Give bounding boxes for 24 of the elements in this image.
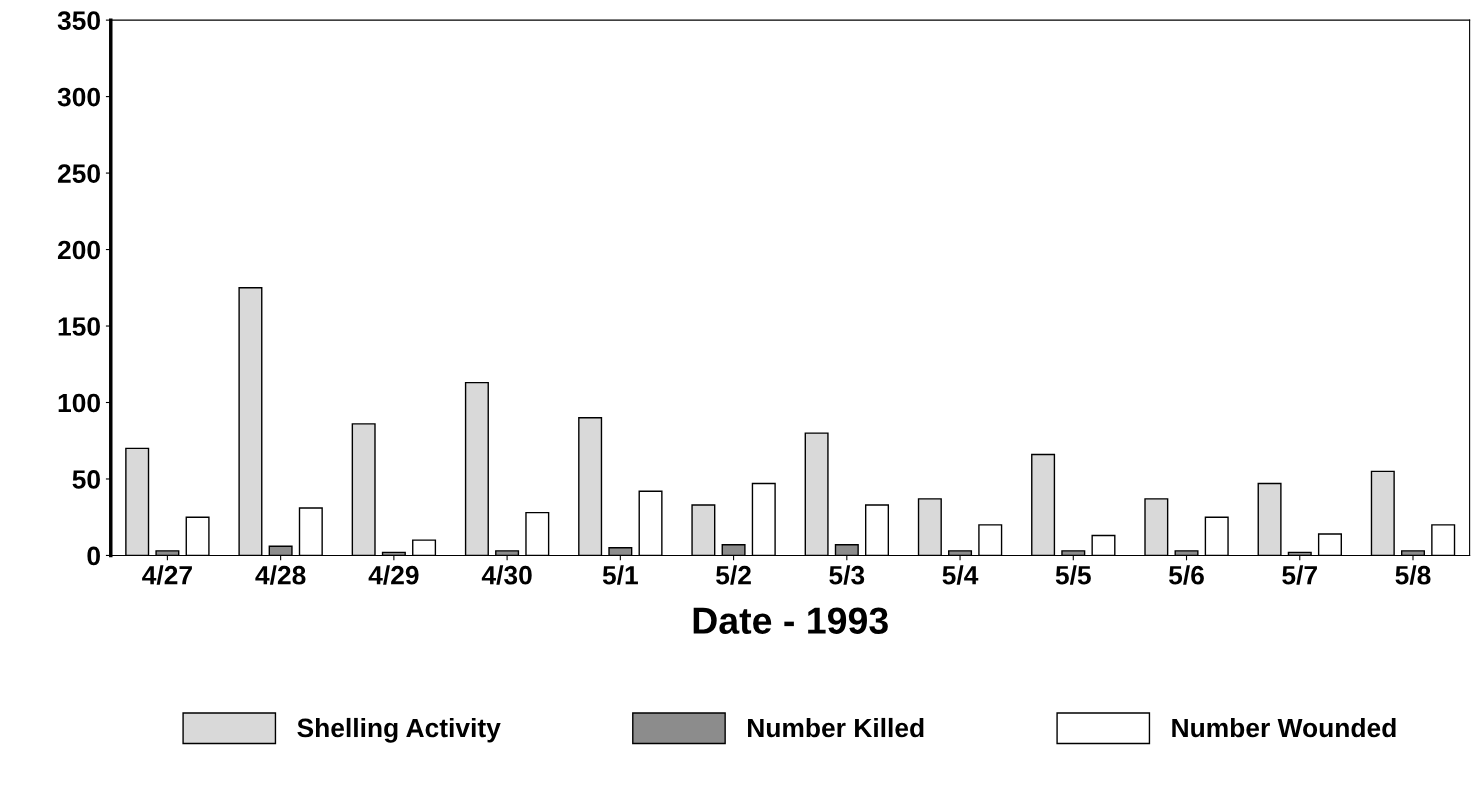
x-axis-title: Date - 1993 — [693, 607, 888, 635]
y-tick-label: 50 — [72, 470, 100, 489]
y-tick-label: 0 — [87, 546, 100, 566]
x-tick-label: 5/6 — [1169, 565, 1204, 585]
y-tick-label: 300 — [57, 87, 100, 107]
y-tick-label: 150 — [58, 317, 100, 336]
x-tick-label: 5/4 — [942, 565, 979, 585]
y-tick-label: 250 — [57, 164, 100, 183]
y-tick-label: 200 — [57, 240, 100, 260]
x-tick-label: 5/7 — [1282, 565, 1317, 585]
legend-label: Shelling Activity — [297, 717, 501, 743]
y-tick-label: 350 — [57, 11, 100, 30]
x-tick-label: 4/29 — [368, 565, 419, 585]
y-tick-label: 100 — [58, 393, 100, 413]
x-tick-label: 4/28 — [255, 565, 306, 585]
x-tick-label: 5/8 — [1395, 565, 1431, 585]
legend-label: Number Killed — [748, 717, 924, 738]
x-tick-label: 5/1 — [602, 565, 638, 585]
x-tick-label: 5/3 — [829, 565, 865, 585]
x-tick-label: 4/30 — [481, 565, 532, 585]
x-tick-label: 4/27 — [142, 565, 192, 585]
x-tick-label: 5/2 — [716, 565, 751, 585]
x-tick-label: 5/5 — [1055, 565, 1091, 585]
legend-label: Number Wounded — [1172, 717, 1396, 738]
